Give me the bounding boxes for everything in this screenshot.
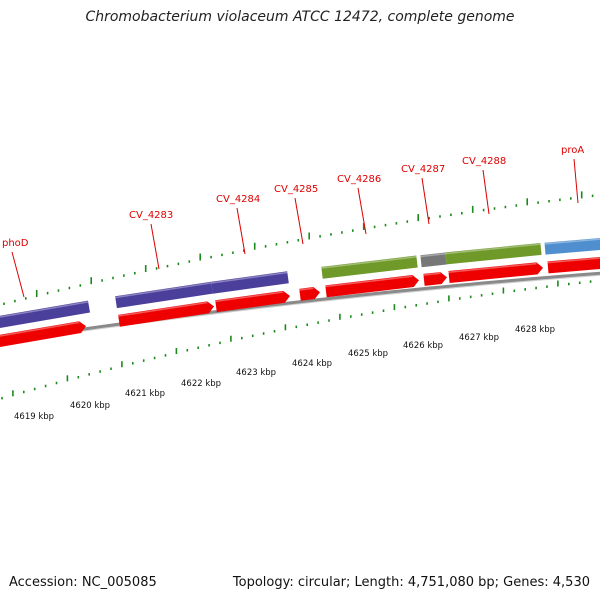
gene-band-cv4287 — [420, 252, 447, 268]
kbp-label: 4628 kbp — [515, 325, 555, 335]
gene-band-cv4286 — [321, 255, 418, 279]
gene-label: CV_4283 — [129, 210, 173, 221]
gene-label-leader — [150, 223, 160, 270]
gene-label: CV_4284 — [216, 194, 260, 205]
gene-label-leader — [482, 169, 490, 215]
kbp-label: 4624 kbp — [292, 359, 332, 369]
cds-arrow-cv4286 — [325, 275, 420, 298]
backbone-shadow — [0, 273, 600, 344]
kbp-label: 4623 kbp — [236, 368, 276, 378]
gene-label-leader — [357, 187, 367, 235]
gene-band-proA — [544, 237, 600, 255]
kbp-label: 4621 kbp — [125, 389, 165, 399]
topology-text: Topology: circular; Length: 4,751,080 bp… — [232, 575, 590, 590]
cds-arrow-proA — [547, 256, 600, 274]
kbp-label: 4627 kbp — [459, 333, 499, 343]
gene-label-leader — [294, 197, 304, 245]
kbp-label: 4626 kbp — [403, 341, 443, 351]
gene-band-cv4288 — [445, 242, 542, 265]
cds-arrow-cv4285 — [299, 287, 321, 301]
gene-label: CV_4287 — [401, 164, 445, 175]
kbp-label: 4622 kbp — [181, 379, 221, 389]
gene-label-leader — [11, 251, 25, 298]
accession-text: Accession: NC_005085 — [9, 575, 157, 590]
map-title: Chromobacterium violaceum ATCC 12472, co… — [85, 9, 515, 25]
gene-label: proA — [561, 145, 584, 156]
gene-band-cv4283 — [115, 281, 213, 309]
kbp-label: 4619 kbp — [14, 412, 54, 422]
gene-label: CV_4288 — [462, 156, 506, 167]
cds-arrow-cv4283 — [118, 301, 214, 327]
gene-band-phoD — [0, 300, 91, 330]
cds-arrow-cv4288 — [448, 262, 544, 284]
gene-label: phoD — [2, 238, 29, 249]
genome-backbone — [0, 271, 600, 343]
gene-label: CV_4286 — [337, 174, 381, 185]
cds-arrow-cv4284 — [215, 290, 290, 313]
gene-label-leader — [236, 207, 246, 255]
gene-label-leader — [573, 158, 579, 204]
cds-arrow-phoD — [0, 321, 87, 349]
gene-label: CV_4285 — [274, 184, 318, 195]
kbp-label: 4620 kbp — [70, 401, 110, 411]
gene-label-leader — [421, 177, 430, 225]
kbp-label: 4625 kbp — [348, 349, 388, 359]
gene-band-cv4284 — [211, 271, 289, 294]
cds-arrow-cv4287 — [423, 272, 448, 286]
